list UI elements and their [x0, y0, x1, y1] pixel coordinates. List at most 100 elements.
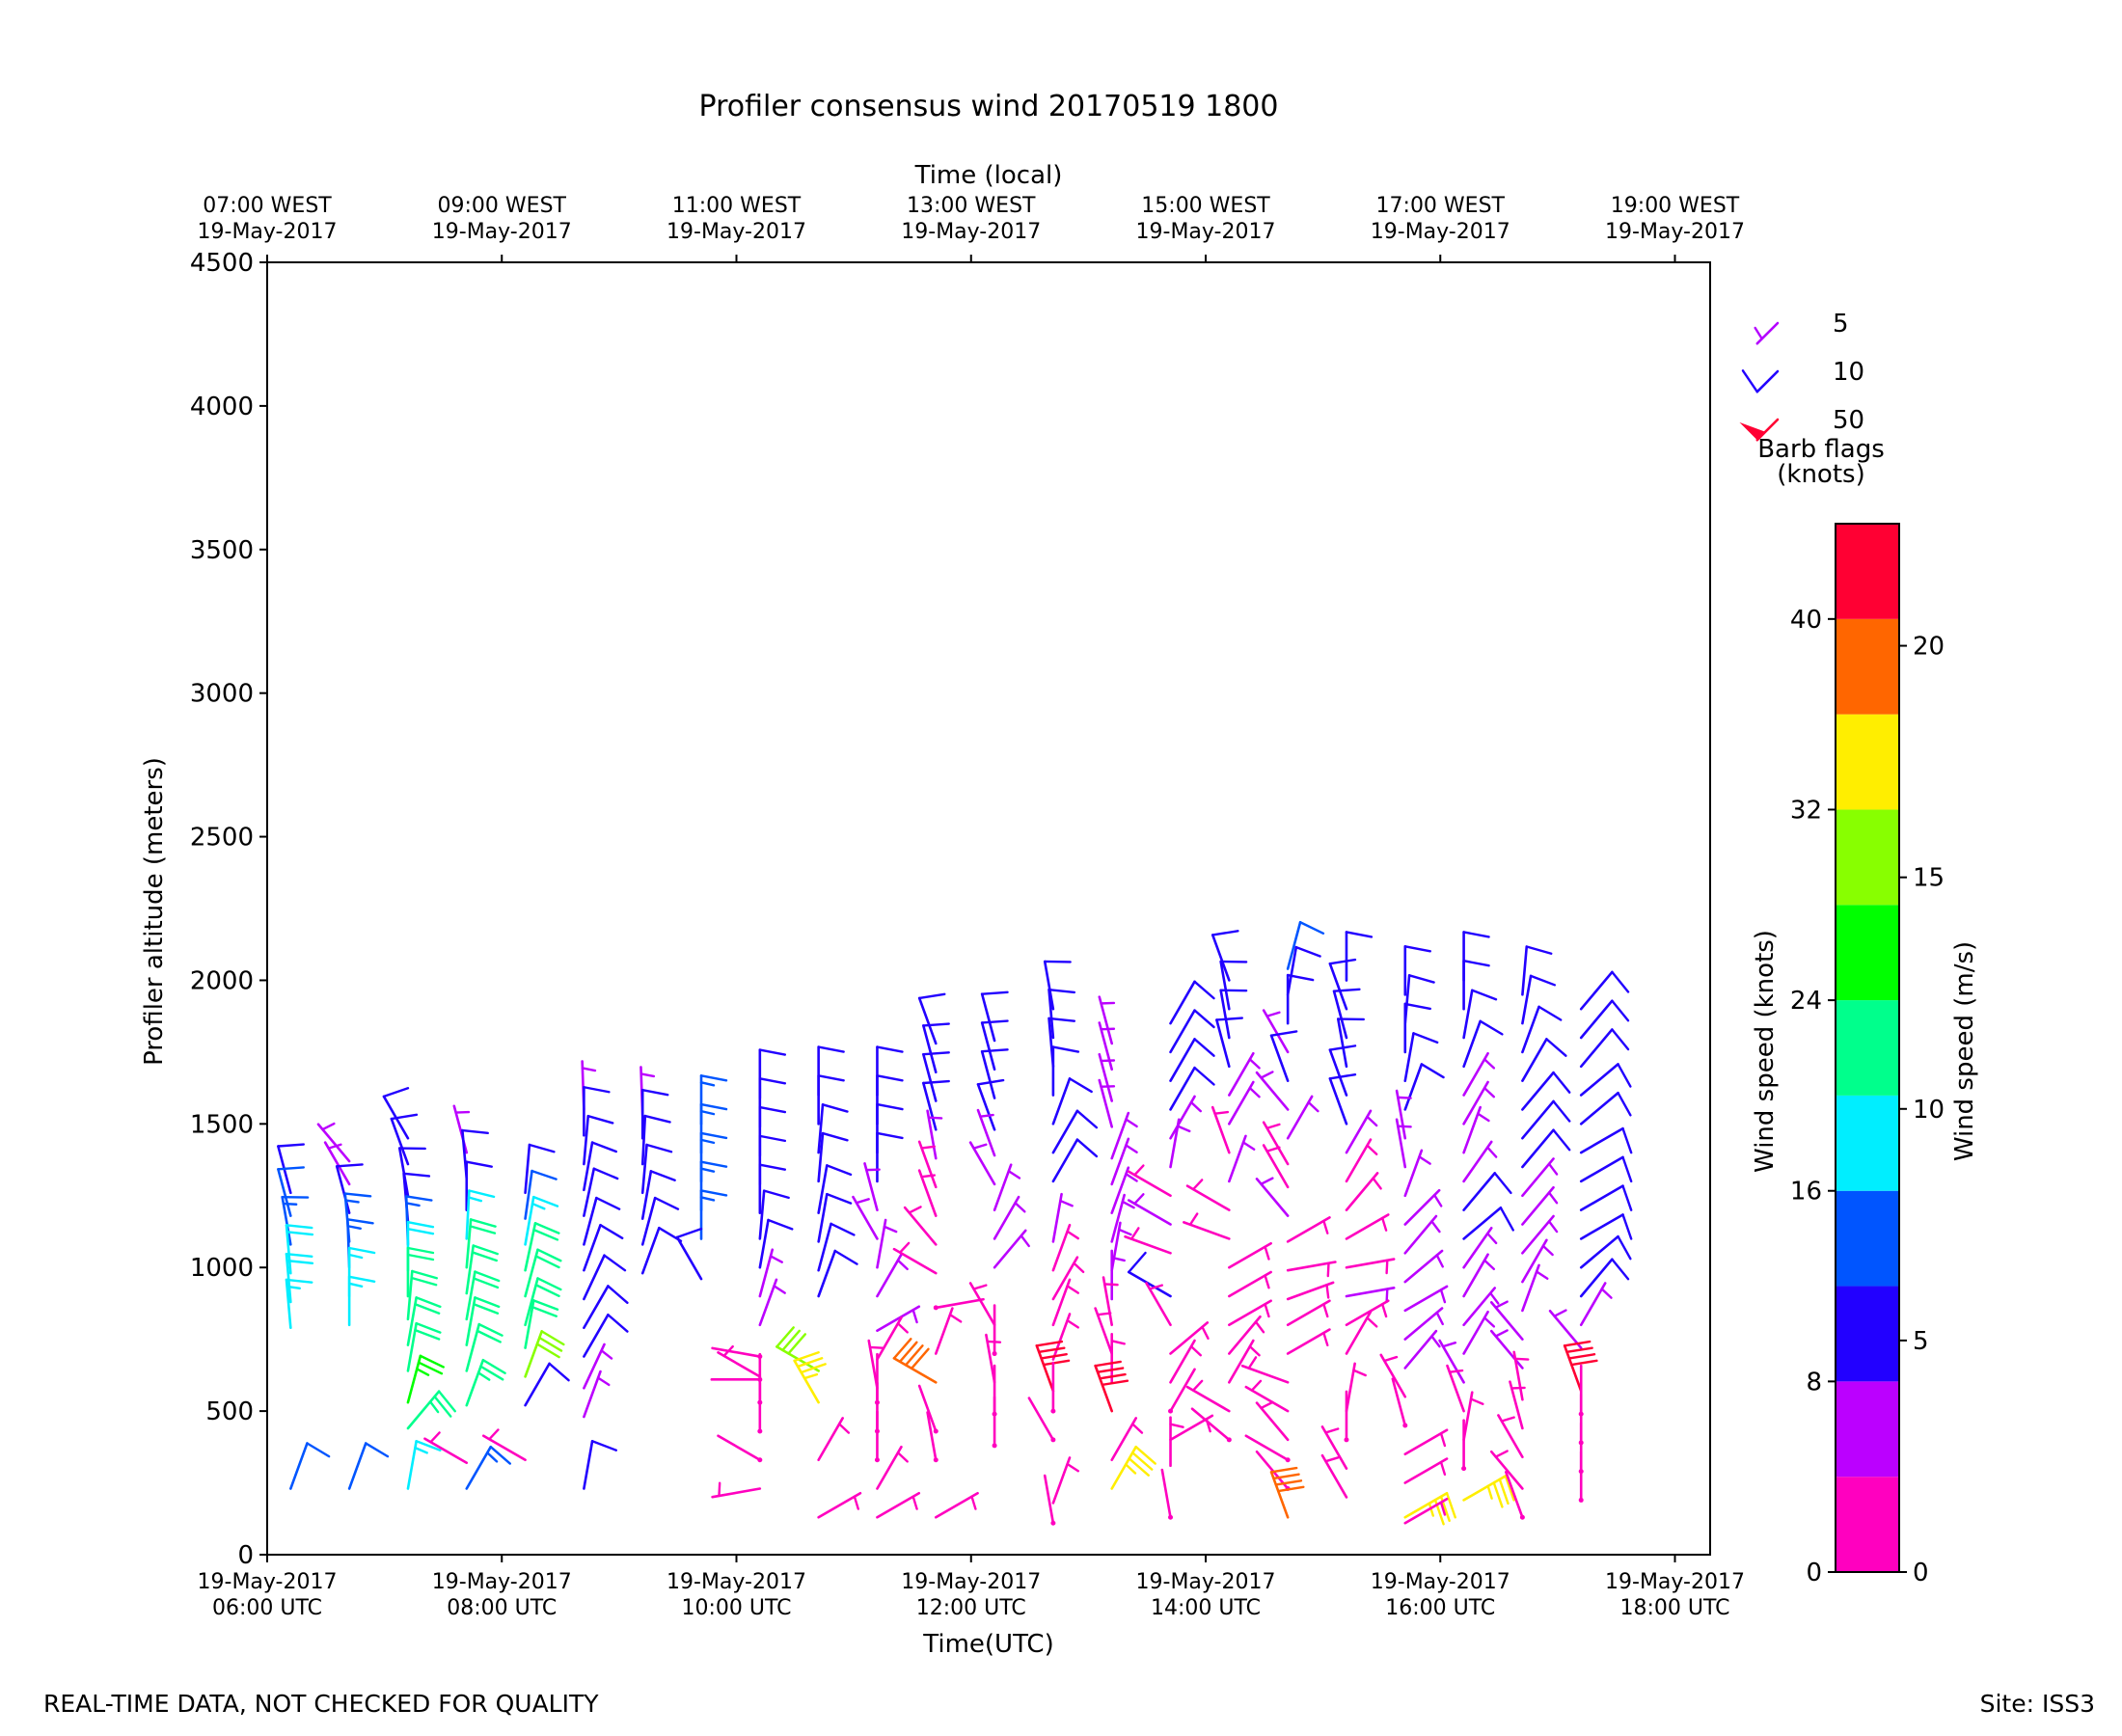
x-tick-time: 14:00 UTC	[1151, 1596, 1261, 1620]
wind-barb	[1521, 1185, 1559, 1226]
wind-barb	[1489, 1300, 1524, 1341]
barb-shaft	[1328, 1048, 1348, 1097]
x-top-tick-date: 19-May-2017	[901, 220, 1041, 244]
wind-barb	[1051, 1109, 1099, 1154]
wind-barb	[1332, 988, 1361, 1040]
barb-half	[416, 1368, 430, 1376]
barb-shaft	[481, 1434, 527, 1462]
wind-barb	[876, 1045, 904, 1097]
barb-shaft	[1345, 1213, 1390, 1240]
barb-shaft	[465, 1270, 476, 1321]
barb-shaft	[1094, 1307, 1114, 1355]
wind-barb	[1286, 1328, 1331, 1355]
wind-barb	[1110, 1221, 1132, 1272]
wind-barb	[758, 1134, 787, 1186]
wind-barb	[758, 1189, 790, 1240]
barb-full	[876, 1045, 904, 1053]
barb-full	[980, 1019, 1009, 1024]
wind-barb	[583, 1285, 629, 1330]
barb-full	[1068, 1077, 1093, 1094]
barb-full	[1407, 974, 1435, 984]
barb-full	[590, 1440, 618, 1451]
barb-shaft	[976, 1108, 996, 1157]
wind-barb	[1127, 1164, 1172, 1198]
barb-full	[653, 1196, 680, 1210]
barb-shaft	[993, 1195, 1020, 1240]
wind-barb	[922, 1051, 950, 1102]
wind-barb	[1328, 1044, 1357, 1097]
colorbar-ms-tick-label: 10	[1913, 1096, 1945, 1125]
barb-shaft	[1262, 1009, 1290, 1054]
barb-shaft	[1244, 1385, 1290, 1413]
barb-half	[1325, 1284, 1330, 1299]
wind-barb	[640, 1170, 676, 1220]
barb-shaft	[1051, 1109, 1079, 1154]
barb-half	[1486, 1146, 1498, 1158]
barb-shaft	[1336, 1017, 1348, 1069]
wind-barb	[1160, 1468, 1174, 1520]
wind-barb	[1228, 1315, 1265, 1355]
barb-shaft	[1255, 1178, 1290, 1217]
barb-shaft	[1521, 1005, 1540, 1054]
barb-full	[474, 1270, 501, 1283]
barb-full	[1403, 945, 1431, 953]
barb-half	[1754, 326, 1763, 340]
barb-full	[821, 1103, 849, 1113]
wind-barb	[876, 1445, 909, 1490]
barb-full	[1617, 1063, 1632, 1088]
barb-shaft	[1098, 1078, 1114, 1128]
barb-shaft	[524, 1299, 535, 1349]
barb-half	[1248, 1344, 1261, 1357]
barb-shaft	[1286, 945, 1298, 996]
barb-half	[699, 1081, 716, 1087]
x-tick-date: 19-May-2017	[198, 1570, 338, 1594]
wind-barb	[1345, 1258, 1396, 1275]
barb-full	[1504, 1475, 1515, 1502]
wind-barb	[406, 1354, 445, 1404]
barb-half	[722, 1344, 734, 1358]
barb-full	[1617, 1091, 1632, 1117]
barb-shaft	[323, 1141, 351, 1186]
barb-shaft	[817, 1222, 832, 1272]
colorbar-knots-tick-label: 0	[1806, 1559, 1822, 1587]
barb-shaft	[1345, 1310, 1373, 1355]
barb-full	[414, 1328, 441, 1341]
barb-calm-dot	[933, 1305, 939, 1311]
barb-half	[1541, 1244, 1554, 1257]
barb-shaft	[1211, 1105, 1231, 1154]
x-axis-top-label: Time (local)	[914, 161, 1063, 190]
wind-barb	[817, 1222, 856, 1272]
wind-barb	[1345, 931, 1374, 982]
barb-shaft	[583, 1223, 602, 1272]
wind-barb	[1344, 1390, 1349, 1443]
barb-full	[390, 1113, 419, 1121]
wind-barb	[1462, 1051, 1496, 1097]
barb-half	[896, 1322, 909, 1334]
barb-half	[1260, 1071, 1274, 1079]
barb-shaft	[1127, 1270, 1172, 1298]
wind-barb	[1228, 1080, 1261, 1126]
wind-barb	[1094, 1360, 1129, 1413]
barb-full	[1471, 989, 1498, 1001]
wind-barb	[1345, 1172, 1382, 1211]
wind-barb	[524, 1143, 556, 1195]
barb-full	[405, 1195, 433, 1202]
barb-full	[1099, 1372, 1127, 1380]
wind-barb	[817, 1103, 849, 1154]
barb-calm-dot	[933, 1428, 939, 1434]
barb-half	[1352, 1369, 1367, 1377]
barb-shaft	[285, 1252, 292, 1304]
x-top-tick-time: 13:00 WEST	[907, 194, 1036, 218]
wind-barb	[1345, 1287, 1396, 1304]
barb-full	[892, 1338, 912, 1360]
barb-full	[343, 1192, 372, 1198]
barb-shaft	[583, 1370, 602, 1419]
barb-full	[535, 1343, 560, 1359]
barb-full	[1193, 1009, 1215, 1029]
barb-calm-dot	[1050, 1437, 1056, 1443]
barb-half	[979, 1113, 994, 1118]
barb-flag	[1739, 421, 1766, 441]
wind-barb	[817, 1249, 858, 1298]
barb-shaft	[922, 1081, 938, 1131]
wind-barb	[347, 1275, 376, 1327]
